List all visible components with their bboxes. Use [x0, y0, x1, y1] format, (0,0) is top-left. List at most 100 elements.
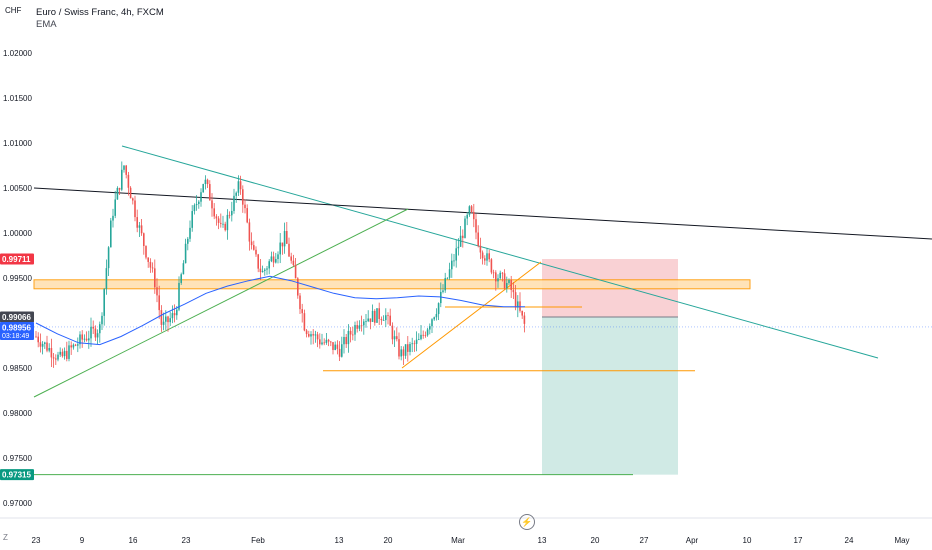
candle-body — [136, 217, 138, 228]
time-tick-label: 20 — [384, 536, 393, 545]
candle-body — [462, 235, 464, 238]
candle-body — [523, 315, 526, 324]
candle-body — [211, 200, 213, 209]
candle-body — [286, 231, 288, 244]
candle-body — [297, 278, 299, 296]
candle-body — [178, 282, 180, 310]
candle-body — [105, 268, 108, 289]
candle-body — [402, 349, 405, 356]
candle-body — [283, 231, 286, 247]
take-profit-zone[interactable] — [542, 317, 678, 475]
candle-body — [380, 318, 383, 321]
candle-body — [437, 303, 440, 315]
candle-body — [453, 260, 455, 262]
candle-body — [99, 324, 101, 334]
time-tick-label: 23 — [182, 536, 191, 545]
candle-body — [151, 267, 154, 269]
candle-body — [220, 222, 222, 224]
candle-body — [327, 339, 330, 342]
candle-body — [279, 242, 281, 255]
candle-body — [74, 344, 77, 346]
candle-body — [321, 342, 323, 345]
candle-body — [374, 310, 376, 323]
candle-body — [481, 252, 484, 259]
indicator-label[interactable]: EMA — [36, 19, 57, 30]
candle-body — [191, 211, 193, 228]
candle-body — [501, 272, 504, 274]
candle-body — [404, 344, 407, 356]
candle-body — [411, 343, 413, 345]
candle-body — [316, 334, 319, 340]
price-tick-label: 1.01000 — [3, 139, 32, 148]
candle-body — [347, 330, 350, 345]
candle-body — [112, 215, 114, 221]
price-axis[interactable] — [0, 0, 34, 550]
candle-body — [162, 321, 165, 325]
descending-trendline[interactable] — [121, 145, 879, 359]
candle-body — [253, 245, 255, 250]
candle-body — [426, 329, 429, 336]
candle-body — [63, 350, 66, 357]
candle-body — [301, 309, 303, 314]
candle-body — [521, 310, 523, 316]
candle-body — [503, 273, 506, 289]
candle-body — [363, 321, 365, 326]
candle-body — [385, 315, 387, 321]
price-tick-label: 1.01500 — [3, 94, 32, 103]
candle-body — [239, 181, 242, 190]
candle-body — [123, 165, 125, 170]
candle-body — [52, 357, 55, 359]
candle-body — [457, 246, 460, 249]
candle-body — [294, 265, 297, 279]
ema-line[interactable] — [35, 275, 525, 346]
candle-body — [514, 292, 517, 308]
candle-body — [470, 206, 473, 212]
price-tick-label: 0.98500 — [3, 364, 32, 373]
candle-body — [110, 220, 112, 248]
long-trendline[interactable] — [33, 187, 932, 240]
candle-body — [35, 336, 37, 338]
candle-body — [418, 339, 420, 340]
candle-body — [371, 310, 374, 322]
candle-body — [88, 338, 90, 341]
time-tick-label: May — [894, 536, 909, 545]
candle-body — [345, 336, 347, 345]
price-tick-label: 1.00000 — [3, 229, 32, 238]
candle-body — [354, 325, 356, 335]
rising-channel-line[interactable] — [401, 261, 542, 369]
candle-body — [213, 208, 215, 217]
symbol-title[interactable]: Euro / Swiss Franc, 4h, FXCM — [36, 7, 164, 18]
candle-body — [129, 187, 132, 199]
candle-body — [281, 242, 284, 247]
candle-body — [266, 268, 268, 270]
candle-body — [382, 320, 385, 321]
candle-body — [486, 253, 488, 261]
candle-body — [495, 272, 497, 282]
candle-body — [497, 278, 499, 282]
candle-body — [396, 336, 398, 340]
candle-body — [356, 325, 358, 329]
timezone-icon[interactable]: Z — [3, 533, 8, 542]
candle-body — [94, 328, 97, 338]
time-tick-label: 20 — [591, 536, 600, 545]
candle-body — [391, 325, 394, 340]
ascending-trendline[interactable] — [33, 208, 409, 398]
candle-body — [235, 192, 237, 196]
candle-body — [143, 233, 145, 246]
candle-body — [250, 241, 253, 246]
lightning-icon[interactable]: ⚡ — [519, 514, 535, 530]
time-tick-label: 13 — [538, 536, 547, 545]
candle-body — [233, 195, 235, 211]
candle-body — [125, 165, 127, 175]
candle-body — [488, 253, 490, 260]
time-axis[interactable] — [0, 518, 932, 550]
candle-body — [127, 174, 130, 188]
candle-body — [398, 339, 400, 357]
candle-body — [448, 269, 451, 278]
candle-body — [61, 351, 64, 357]
candle-body — [237, 181, 240, 193]
time-tick-label: 13 — [335, 536, 344, 545]
candle-body — [101, 315, 103, 325]
resistance-zone[interactable] — [33, 279, 751, 290]
